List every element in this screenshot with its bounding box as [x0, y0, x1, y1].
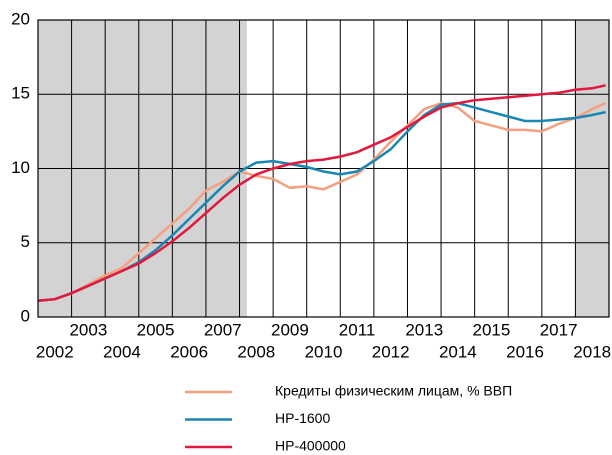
x-tick-label: 2002 — [36, 342, 74, 361]
x-tick-label: 2012 — [372, 342, 410, 361]
x-tick-label: 2008 — [237, 342, 275, 361]
x-tick-label: 2014 — [439, 342, 477, 361]
x-tick-label: 2007 — [204, 320, 242, 339]
legend-label: HP-1600 — [275, 410, 330, 426]
y-tick-label: 10 — [11, 158, 30, 177]
y-tick-label: 20 — [11, 9, 30, 28]
x-tick-label: 2017 — [540, 320, 578, 339]
x-tick-label: 2018 — [573, 342, 611, 361]
x-tick-label: 2016 — [506, 342, 544, 361]
x-tick-label: 2015 — [473, 320, 511, 339]
y-tick-label: 5 — [21, 232, 30, 251]
x-tick-label: 2005 — [137, 320, 175, 339]
plot-border — [37, 19, 610, 318]
x-tick-label: 2006 — [170, 342, 208, 361]
x-tick-label: 2013 — [405, 320, 443, 339]
x-tick-label: 2003 — [69, 320, 107, 339]
x-tick-label: 2004 — [103, 342, 141, 361]
y-tick-label: 15 — [11, 84, 30, 103]
x-tick-label: 2010 — [305, 342, 343, 361]
legend-label: Кредиты физическим лицам, % ВВП — [275, 383, 512, 399]
series-line — [37, 101, 607, 302]
y-tick-label: 0 — [21, 306, 30, 325]
legend-label: HP-400000 — [275, 438, 346, 454]
series-line — [37, 84, 606, 302]
x-tick-label: 2009 — [271, 320, 309, 339]
x-tick-label: 2011 — [339, 320, 376, 339]
